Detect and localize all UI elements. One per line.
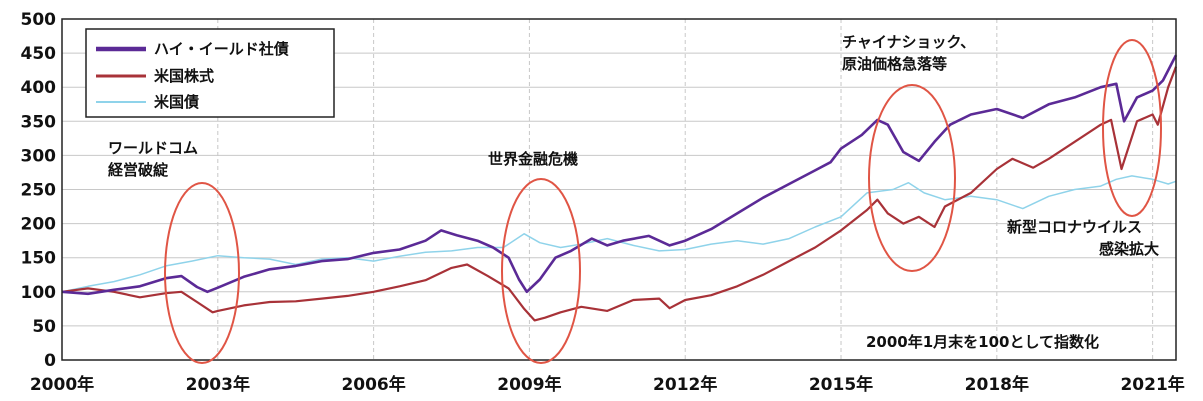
y-tick-label: 200: [21, 215, 57, 235]
y-tick-label: 150: [21, 249, 57, 269]
x-tick-label: 2009年: [497, 374, 561, 395]
highlight-financial-crisis: [501, 178, 581, 364]
series-layer: [61, 54, 1178, 322]
annotation-china-shock-line1: チャイナショック、: [842, 33, 975, 51]
y-tick-label: 0: [44, 351, 56, 371]
legend-label-high-yield: ハイ・イールド社債: [154, 40, 289, 58]
highlight-worldcom: [164, 182, 240, 364]
legend-label-us-treasuries: 米国債: [154, 93, 199, 111]
y-tick-label: 500: [21, 10, 57, 30]
legend-label-us-stocks: 米国株式: [154, 67, 214, 85]
annotation-financial-crisis: 世界金融危機: [488, 150, 578, 168]
x-axis-ticks: 2000年 2003年 2006年 2009年 2012年 2015年 2018年 2021年: [30, 374, 1185, 395]
x-tick-label: 2003年: [186, 374, 250, 395]
y-tick-label: 100: [21, 283, 57, 303]
x-tick-label: 2018年: [965, 374, 1029, 395]
y-tick-label: 350: [21, 112, 57, 132]
x-tick-label: 2015年: [809, 374, 873, 395]
x-tick-label: 2021年: [1120, 374, 1184, 395]
annotation-china-shock-line2: 原油価格急落等: [842, 55, 947, 73]
y-axis-ticks: 0 50 100 150 200 250 300 350 400 450 500: [21, 10, 57, 371]
index-basis-note: 2000年1月末を100として指数化: [866, 333, 1099, 351]
y-tick-label: 250: [21, 181, 57, 201]
x-tick-label: 2006年: [341, 374, 405, 395]
event-highlights: [164, 39, 1162, 364]
x-tick-label: 2000年: [30, 374, 94, 395]
plot-frame: [61, 18, 1177, 361]
legend: ハイ・イールド社債 米国株式 米国債: [85, 28, 335, 118]
series-line-high-yield: [61, 54, 1178, 296]
y-tick-label: 450: [21, 44, 57, 64]
annotation-worldcom-line1: ワールドコム: [108, 139, 198, 157]
highlight-china-shock: [868, 84, 956, 272]
y-tick-label: 400: [21, 78, 57, 98]
y-tick-label: 300: [21, 146, 57, 166]
y-tick-label: 50: [32, 317, 56, 337]
annotation-worldcom-line2: 経営破綻: [108, 161, 169, 179]
annotation-covid-line2: 感染拡大: [1099, 240, 1159, 258]
series-line-us-stocks: [61, 66, 1178, 322]
series-line-us-treasuries: [61, 175, 1177, 293]
highlight-covid: [1102, 39, 1162, 217]
x-tick-label: 2012年: [653, 374, 717, 395]
annotation-covid-line1: 新型コロナウイルス: [1007, 218, 1142, 236]
